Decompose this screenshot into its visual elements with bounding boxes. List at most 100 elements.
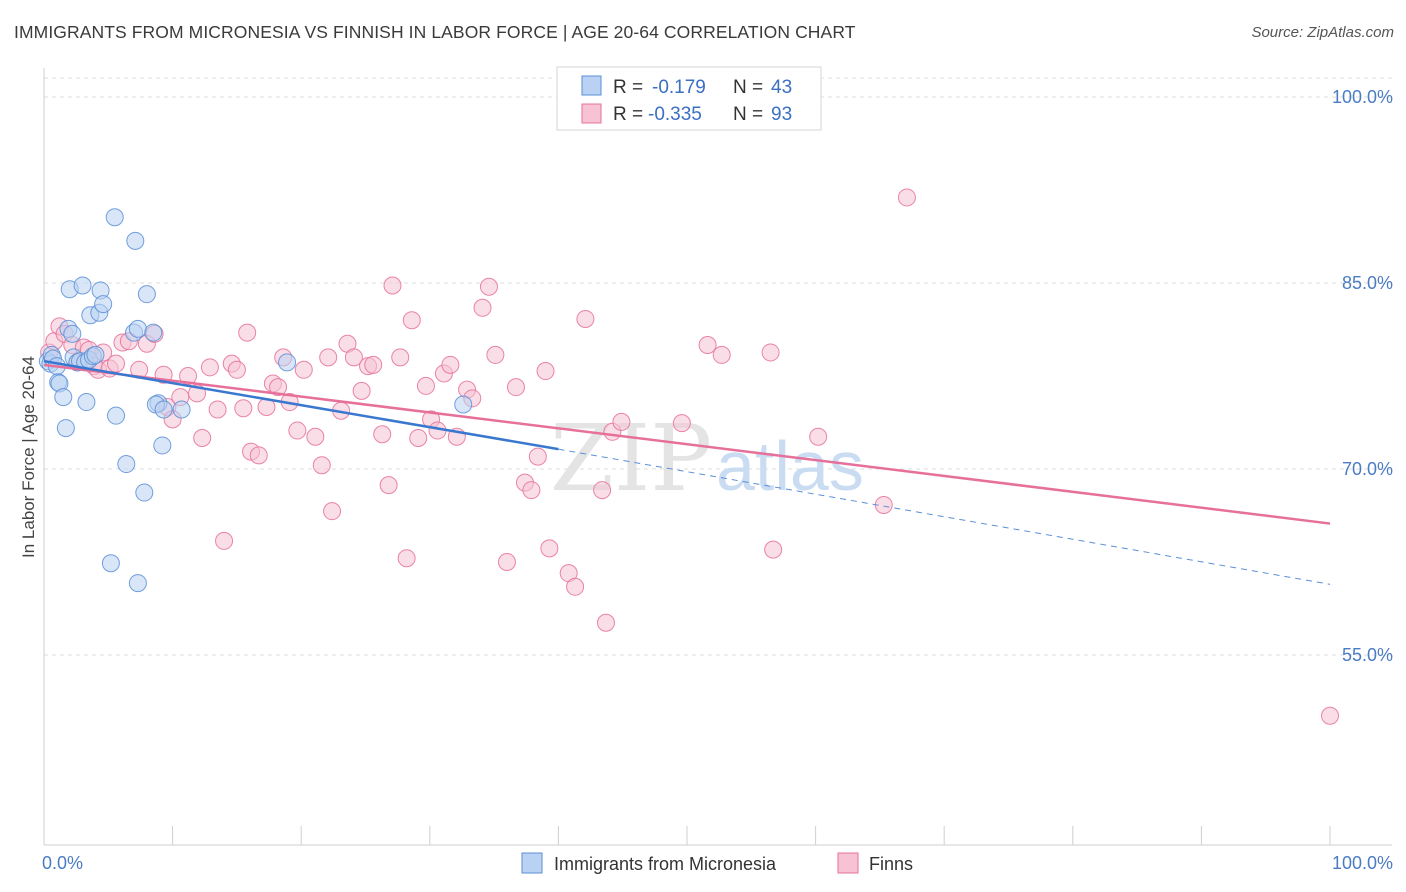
series-legend: Immigrants from Micronesia Finns — [521, 852, 913, 874]
micronesia-point — [128, 319, 147, 338]
finns-point — [312, 456, 331, 475]
finns-point — [319, 348, 338, 367]
finns-point — [294, 360, 313, 379]
finns-point — [379, 476, 398, 495]
series-legend-label-micronesia: Immigrants from Micronesia — [554, 854, 777, 874]
finns-point — [1321, 706, 1339, 725]
finns-point — [576, 309, 595, 328]
finns-point — [179, 367, 198, 385]
finns-point — [441, 355, 460, 374]
micronesia-point — [101, 554, 120, 573]
y-tick-label-100: 100.0% — [1332, 87, 1393, 107]
finns-point — [712, 345, 731, 364]
finns-point — [593, 481, 612, 500]
finns-point — [306, 427, 325, 446]
finns-point — [566, 577, 585, 596]
gridlines — [44, 77, 1392, 656]
finns-point — [672, 414, 691, 433]
finns-point — [764, 540, 783, 559]
finns-point — [238, 323, 257, 342]
finns-point — [391, 348, 410, 367]
series-legend-swatch-micronesia — [521, 852, 543, 874]
finns-point — [897, 188, 916, 207]
chart-title: IMMIGRANTS FROM MICRONESIA VS FINNISH IN… — [14, 22, 856, 42]
micronesia-point — [153, 436, 172, 455]
legend-r-label-pink: R = — [613, 104, 643, 125]
micronesia-point — [77, 393, 96, 412]
micronesia-point — [126, 231, 145, 250]
legend-swatch-blue — [581, 75, 602, 96]
finns-point — [497, 553, 516, 571]
micronesia-point — [454, 395, 473, 414]
finns-point — [249, 446, 268, 465]
legend-n-value-pink: 93 — [771, 104, 792, 125]
finns-point — [402, 311, 421, 330]
micronesia-point — [86, 345, 105, 364]
x-tick-marks — [172, 826, 1331, 845]
finns-point — [473, 298, 492, 317]
micronesia-point — [128, 574, 147, 593]
micronesia-points — [38, 208, 473, 593]
legend-n-label-pink: N = — [733, 104, 763, 125]
watermark-atlas: atlas — [716, 427, 864, 505]
axes — [43, 68, 1392, 846]
micronesia-point — [137, 285, 156, 304]
legend-r-label-blue: R = — [613, 77, 643, 98]
finns-point — [397, 549, 416, 568]
legend-r-value-pink: -0.335 — [648, 104, 702, 125]
finns-point — [323, 502, 342, 521]
micronesia-point — [73, 276, 92, 295]
trend-lines — [43, 359, 1331, 585]
micronesia-trend-extension — [558, 448, 1331, 585]
finns-point — [536, 362, 555, 381]
finns-point — [540, 539, 559, 558]
finns-point — [612, 412, 631, 431]
finns-point — [383, 276, 402, 295]
micronesia-point — [54, 388, 73, 407]
source-label: Source: ZipAtlas.com — [1251, 24, 1394, 41]
finns-point — [698, 336, 717, 354]
finns-point — [234, 399, 253, 418]
finns-point — [269, 378, 288, 397]
finns-point — [107, 354, 126, 373]
legend-r-value-blue: -0.179 — [652, 77, 706, 98]
micronesia-point — [144, 323, 163, 342]
finns-point — [200, 358, 219, 377]
finns-point — [761, 343, 780, 362]
finns-point — [809, 427, 828, 446]
finns-point — [528, 447, 547, 466]
legend-n-value-blue: 43 — [771, 77, 792, 98]
finns-point — [479, 277, 498, 296]
finns-point — [373, 425, 392, 444]
y-tick-label-55: 55.0% — [1342, 645, 1393, 665]
finns-trend-line — [43, 363, 1331, 525]
finns-point — [596, 613, 615, 632]
finns-point — [215, 531, 234, 550]
micronesia-point — [105, 208, 124, 227]
y-axis-label: In Labor Force | Age 20-64 — [19, 356, 38, 558]
micronesia-point — [56, 419, 75, 438]
y-tick-labels: 55.0% 70.0% 85.0% 100.0% — [1332, 87, 1393, 665]
finns-point — [352, 381, 371, 400]
finns-point — [193, 429, 212, 447]
finns-point — [227, 360, 246, 379]
x-tick-label-max: 100.0% — [1332, 853, 1393, 873]
series-legend-label-finns: Finns — [869, 854, 913, 874]
finns-point — [522, 481, 541, 500]
micronesia-point — [154, 400, 173, 419]
finns-point — [208, 400, 227, 419]
finns-point — [416, 376, 435, 395]
micronesia-point — [94, 295, 113, 314]
micronesia-point — [117, 455, 136, 474]
finns-point — [288, 421, 307, 440]
micronesia-point — [107, 406, 126, 425]
finns-point — [364, 355, 383, 374]
micronesia-point — [172, 400, 191, 419]
legend-swatch-pink — [581, 103, 602, 124]
micronesia-point — [135, 483, 154, 502]
y-tick-label-85: 85.0% — [1342, 273, 1393, 293]
legend-box: R = -0.179 N = 43 R = -0.335 N = 93 — [556, 66, 822, 131]
micronesia-trend-line — [43, 359, 559, 451]
finns-point — [506, 378, 525, 397]
